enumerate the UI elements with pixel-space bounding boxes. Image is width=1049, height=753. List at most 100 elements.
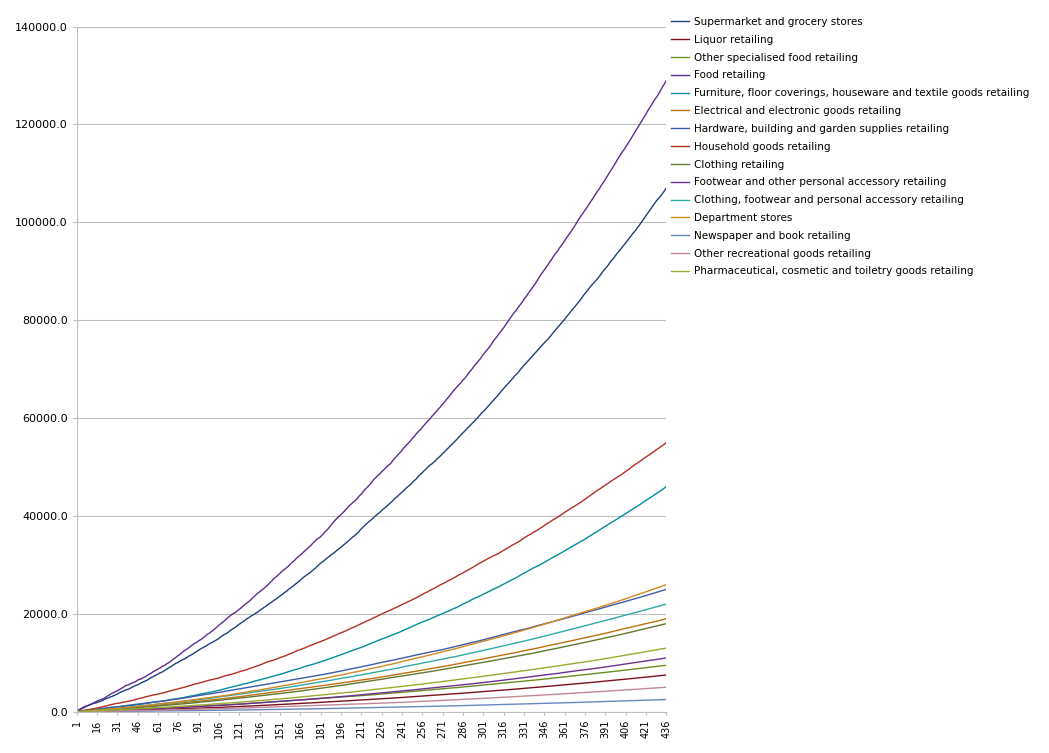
Liquor retailing — [231, 702, 243, 711]
Supermarket and grocery stores — [660, 184, 672, 193]
Line: Furniture, floor coverings, houseware and textile goods retailing: Furniture, floor coverings, houseware an… — [77, 486, 666, 712]
Line: Hardware, building and garden supplies retailing: Hardware, building and garden supplies r… — [77, 590, 666, 712]
Footwear and other personal accessory retailing — [336, 692, 348, 701]
Furniture, floor coverings, houseware and textile goods retailing — [195, 690, 208, 699]
Line: Clothing retailing: Clothing retailing — [77, 623, 666, 712]
Household goods retailing — [612, 473, 624, 482]
Department stores — [70, 707, 83, 716]
Food retailing — [195, 635, 208, 644]
Clothing retailing — [612, 631, 624, 640]
Clothing, footwear and personal accessory retailing — [195, 695, 208, 704]
Food retailing — [347, 498, 360, 507]
Food retailing — [405, 435, 418, 444]
Newspaper and book retailing — [231, 706, 243, 715]
Food retailing — [70, 706, 83, 715]
Newspaper and book retailing — [612, 697, 624, 706]
Clothing retailing — [195, 697, 208, 706]
Hardware, building and garden supplies retailing — [70, 707, 83, 716]
Hardware, building and garden supplies retailing — [660, 585, 672, 594]
Furniture, floor coverings, houseware and textile goods retailing — [336, 650, 348, 659]
Liquor retailing — [195, 703, 208, 712]
Line: Footwear and other personal accessory retailing: Footwear and other personal accessory re… — [77, 658, 666, 712]
Line: Liquor retailing: Liquor retailing — [77, 675, 666, 712]
Department stores — [612, 597, 624, 606]
Other specialised food retailing — [405, 687, 418, 696]
Liquor retailing — [660, 670, 672, 679]
Clothing, footwear and personal accessory retailing — [612, 613, 624, 622]
Liquor retailing — [347, 696, 360, 705]
Household goods retailing — [336, 628, 348, 637]
Footwear and other personal accessory retailing — [347, 691, 360, 700]
Clothing, footwear and personal accessory retailing — [70, 707, 83, 716]
Electrical and electronic goods retailing — [347, 677, 360, 686]
Other specialised food retailing — [231, 700, 243, 709]
Supermarket and grocery stores — [612, 248, 624, 258]
Department stores — [405, 655, 418, 664]
Hardware, building and garden supplies retailing — [405, 651, 418, 660]
Liquor retailing — [405, 692, 418, 701]
Line: Other specialised food retailing: Other specialised food retailing — [77, 665, 666, 712]
Other recreational goods retailing — [405, 697, 418, 706]
Other specialised food retailing — [70, 707, 83, 716]
Electrical and electronic goods retailing — [231, 693, 243, 702]
Electrical and electronic goods retailing — [660, 614, 672, 623]
Hardware, building and garden supplies retailing — [347, 664, 360, 673]
Clothing, footwear and personal accessory retailing — [347, 672, 360, 681]
Line: Other recreational goods retailing: Other recreational goods retailing — [77, 687, 666, 712]
Clothing, footwear and personal accessory retailing — [660, 599, 672, 608]
Other specialised food retailing — [195, 702, 208, 711]
Other recreational goods retailing — [347, 700, 360, 709]
Pharmaceutical, cosmetic and toiletry goods retailing — [195, 700, 208, 709]
Supermarket and grocery stores — [70, 706, 83, 715]
Line: Newspaper and book retailing: Newspaper and book retailing — [77, 700, 666, 712]
Newspaper and book retailing — [70, 707, 83, 716]
Supermarket and grocery stores — [195, 644, 208, 653]
Electrical and electronic goods retailing — [195, 697, 208, 706]
Clothing retailing — [347, 679, 360, 688]
Newspaper and book retailing — [405, 703, 418, 712]
Household goods retailing — [195, 678, 208, 687]
Pharmaceutical, cosmetic and toiletry goods retailing — [336, 688, 348, 697]
Furniture, floor coverings, houseware and textile goods retailing — [70, 707, 83, 716]
Department stores — [336, 670, 348, 679]
Hardware, building and garden supplies retailing — [231, 684, 243, 694]
Supermarket and grocery stores — [347, 532, 360, 541]
Other recreational goods retailing — [195, 705, 208, 714]
Clothing, footwear and personal accessory retailing — [336, 674, 348, 683]
Footwear and other personal accessory retailing — [231, 700, 243, 709]
Other recreational goods retailing — [336, 700, 348, 709]
Clothing retailing — [70, 707, 83, 716]
Household goods retailing — [660, 438, 672, 447]
Line: Pharmaceutical, cosmetic and toiletry goods retailing: Pharmaceutical, cosmetic and toiletry go… — [77, 648, 666, 712]
Food retailing — [612, 155, 624, 164]
Line: Supermarket and grocery stores: Supermarket and grocery stores — [77, 188, 666, 711]
Line: Household goods retailing: Household goods retailing — [77, 443, 666, 712]
Clothing retailing — [231, 694, 243, 703]
Newspaper and book retailing — [195, 706, 208, 715]
Department stores — [660, 580, 672, 589]
Household goods retailing — [70, 707, 83, 716]
Line: Food retailing: Food retailing — [77, 81, 666, 711]
Footwear and other personal accessory retailing — [70, 707, 83, 716]
Footwear and other personal accessory retailing — [195, 702, 208, 711]
Electrical and electronic goods retailing — [70, 707, 83, 716]
Department stores — [347, 668, 360, 677]
Footwear and other personal accessory retailing — [405, 685, 418, 694]
Pharmaceutical, cosmetic and toiletry goods retailing — [347, 687, 360, 697]
Furniture, floor coverings, houseware and textile goods retailing — [405, 622, 418, 631]
Food retailing — [231, 606, 243, 615]
Food retailing — [660, 76, 672, 85]
Pharmaceutical, cosmetic and toiletry goods retailing — [70, 707, 83, 716]
Supermarket and grocery stores — [336, 541, 348, 550]
Other specialised food retailing — [612, 666, 624, 675]
Liquor retailing — [336, 697, 348, 706]
Electrical and electronic goods retailing — [405, 667, 418, 676]
Footwear and other personal accessory retailing — [660, 654, 672, 663]
Hardware, building and garden supplies retailing — [195, 691, 208, 700]
Legend: Supermarket and grocery stores, Liquor retailing, Other specialised food retaili: Supermarket and grocery stores, Liquor r… — [666, 13, 1034, 281]
Furniture, floor coverings, houseware and textile goods retailing — [231, 681, 243, 691]
Other recreational goods retailing — [231, 703, 243, 712]
Line: Clothing, footwear and personal accessory retailing: Clothing, footwear and personal accessor… — [77, 604, 666, 712]
Footwear and other personal accessory retailing — [612, 660, 624, 669]
Food retailing — [336, 509, 348, 518]
